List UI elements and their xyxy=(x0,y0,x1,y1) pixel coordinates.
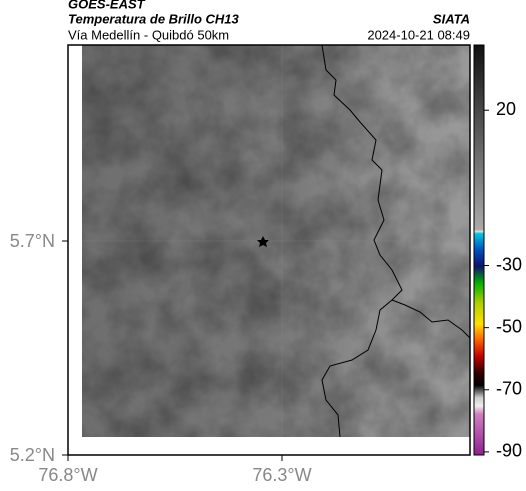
colorbar-tick-label: -90 xyxy=(496,441,522,461)
subtitle: Temperatura de Brillo CH13 xyxy=(68,11,240,26)
source: SIATA xyxy=(433,11,470,26)
colorbar-tick-label: -50 xyxy=(496,316,522,336)
timestamp: 2024-10-21 08:49 xyxy=(367,27,470,42)
colorbar-tick-label: -70 xyxy=(496,379,522,399)
lon-label: 76.3°W xyxy=(252,465,311,485)
lat-label: 5.7°N xyxy=(10,231,55,251)
location: Vía Medellín - Quibdó 50km xyxy=(68,27,229,42)
map xyxy=(62,44,471,461)
marker xyxy=(257,236,269,247)
colorbar-tick-label: 20 xyxy=(496,99,516,119)
lat-label: 5.2°N xyxy=(10,445,55,465)
colorbar-ticks: 20 -30 -50 -70 -90 xyxy=(484,99,522,461)
lon-label: 76.8°W xyxy=(38,465,97,485)
title: GOES-EAST xyxy=(68,0,146,11)
colorbar xyxy=(473,44,485,456)
colorbar-tick-label: -30 xyxy=(496,254,522,274)
